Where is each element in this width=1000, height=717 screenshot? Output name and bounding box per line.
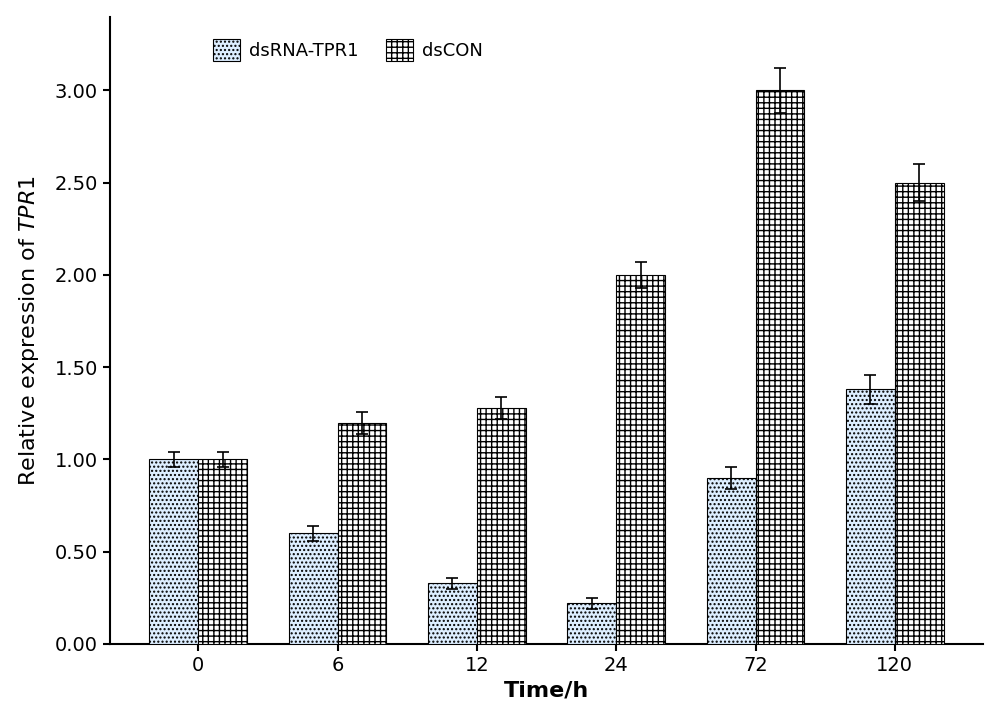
Bar (756, 90, 804, 644)
Bar (707, 478, 756, 644)
Y-axis label: Relative expression of $\it{TPR1}$: Relative expression of $\it{TPR1}$ (17, 175, 41, 485)
Bar (428, 583, 477, 644)
Bar (338, 422, 386, 644)
Bar (616, 275, 665, 644)
Legend: dsRNA-TPR1, dsCON: dsRNA-TPR1, dsCON (206, 32, 490, 68)
Bar (149, 460, 198, 644)
Bar (289, 533, 338, 644)
X-axis label: Time/h: Time/h (504, 680, 589, 701)
Bar (477, 408, 526, 644)
Bar (567, 604, 616, 644)
Bar (895, 183, 944, 644)
Bar (198, 460, 247, 644)
Bar (846, 389, 895, 644)
